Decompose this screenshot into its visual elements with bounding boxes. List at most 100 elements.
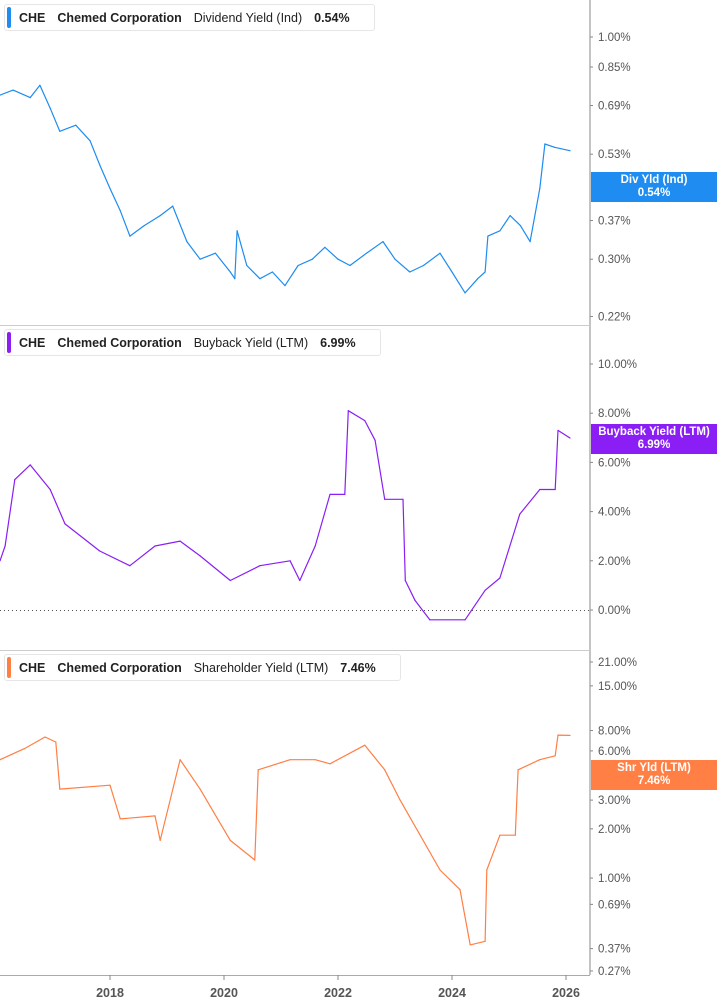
data-point	[234, 278, 236, 280]
data-point	[382, 241, 384, 243]
data-point	[199, 555, 201, 557]
data-point	[499, 834, 501, 836]
data-point	[259, 565, 261, 567]
data-point	[179, 759, 181, 761]
data-point	[569, 437, 571, 439]
data-point	[4, 545, 6, 547]
y-tick-label: 0.85%	[598, 62, 631, 74]
legend-dividend-yield[interactable]: CHE Chemed Corporation Dividend Yield (I…	[4, 4, 375, 31]
data-point	[89, 140, 91, 142]
y-tick-label: 0.27%	[598, 966, 631, 978]
data-point	[469, 944, 471, 946]
data-point	[384, 769, 386, 771]
data-point	[324, 246, 326, 248]
legend-company: Chemed Corporation	[57, 335, 182, 350]
y-tick-label: 21.00%	[598, 657, 637, 669]
data-point	[0, 94, 1, 96]
data-point	[484, 940, 486, 942]
data-point	[519, 513, 521, 515]
legend-metric: Shareholder Yield (LTM)	[193, 660, 329, 675]
data-point	[119, 210, 121, 212]
data-point	[439, 252, 441, 254]
data-point	[259, 278, 261, 280]
data-point	[229, 839, 231, 841]
data-point	[499, 577, 501, 579]
badge-value: 7.46%	[637, 775, 671, 787]
data-point	[499, 230, 501, 232]
data-point	[539, 187, 541, 190]
data-point	[347, 410, 349, 412]
data-point	[487, 235, 489, 237]
data-point	[409, 271, 411, 273]
y-tick-label: 0.37%	[598, 216, 631, 228]
data-point	[414, 599, 416, 601]
data-point	[55, 741, 57, 743]
y-tick-label: 0.22%	[598, 311, 631, 323]
legend-shareholder-yield[interactable]: CHE Chemed Corporation Shareholder Yield…	[4, 654, 401, 681]
data-point	[404, 579, 406, 582]
data-point	[299, 579, 301, 582]
legend-company: Chemed Corporation	[57, 10, 182, 25]
data-point	[159, 839, 161, 841]
data-point	[364, 419, 366, 422]
data-point	[486, 869, 488, 871]
data-point	[557, 429, 559, 432]
series-color-marker	[7, 332, 11, 353]
y-tick-label: 0.53%	[598, 149, 631, 161]
x-tick-label: 2026	[552, 986, 580, 1000]
y-tick-label: 8.00%	[598, 408, 631, 420]
data-point	[569, 734, 571, 737]
y-tick-label: 2.00%	[598, 556, 631, 568]
data-point	[289, 759, 291, 761]
x-tick-label: 2022	[324, 986, 352, 1000]
badge-label: Buyback Yield (LTM)	[598, 426, 710, 438]
data-point	[314, 759, 316, 761]
data-point	[109, 784, 111, 786]
data-point	[329, 763, 331, 765]
data-point	[439, 869, 441, 871]
series-line-1	[0, 410, 571, 621]
data-point	[159, 214, 161, 217]
series-color-marker	[7, 657, 11, 678]
data-point	[29, 97, 31, 99]
data-point	[554, 755, 556, 757]
data-point	[271, 271, 274, 273]
data-point	[544, 143, 546, 145]
last-value-badge-buyback: Buyback Yield (LTM) 6.99%	[591, 424, 717, 454]
series-color-marker	[7, 7, 11, 28]
last-value-badge-shareholder: Shr Yld (LTM) 7.46%	[591, 760, 717, 790]
legend-value: 6.99%	[320, 335, 356, 350]
y-tick-label: 15.00%	[598, 681, 637, 693]
data-point	[539, 488, 541, 491]
data-point	[172, 205, 174, 207]
y-tick-label: 1.00%	[598, 32, 631, 44]
legend-company: Chemed Corporation	[57, 660, 182, 675]
data-point	[451, 271, 453, 273]
last-value-badge-dividend: Div Yld (Ind) 0.54%	[591, 172, 717, 202]
data-point	[464, 292, 466, 294]
data-point	[364, 744, 366, 746]
data-point	[394, 258, 396, 260]
data-point	[129, 565, 131, 567]
data-point	[539, 759, 541, 761]
data-point	[75, 124, 77, 126]
series-line-2	[0, 734, 571, 946]
data-point	[514, 834, 516, 836]
legend-buyback-yield[interactable]: CHE Chemed Corporation Buyback Yield (LT…	[4, 329, 381, 356]
badge-value: 0.54%	[637, 187, 671, 199]
data-point	[154, 815, 156, 817]
data-point	[49, 488, 51, 491]
y-tick-label: 4.00%	[598, 507, 631, 519]
y-tick-label: 1.00%	[598, 873, 631, 885]
data-point	[254, 859, 256, 861]
data-point	[344, 493, 346, 495]
legend-ticker: CHE	[19, 335, 46, 350]
data-point	[44, 736, 46, 738]
data-point	[329, 493, 331, 495]
data-point	[297, 264, 299, 267]
data-point	[284, 285, 286, 287]
y-tick-label: 0.30%	[598, 254, 631, 266]
data-point	[314, 545, 316, 547]
data-point	[236, 230, 238, 232]
